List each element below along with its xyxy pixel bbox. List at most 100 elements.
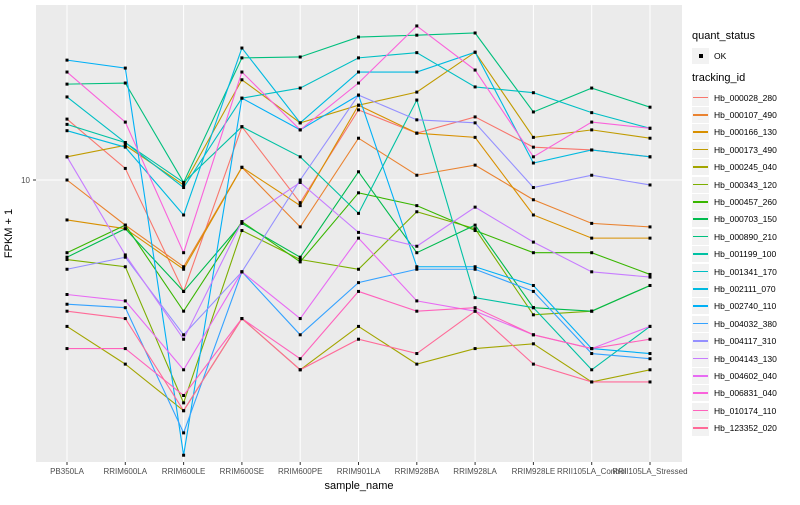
- legend-line-swatch: [692, 333, 709, 350]
- data-point: [531, 283, 535, 287]
- legend-item-Hb_001199_100: Hb_001199_100: [692, 246, 777, 263]
- legend-line-swatch: [692, 228, 709, 245]
- legend-line-swatch: [692, 420, 709, 437]
- legend-item-label: Hb_000245_040: [714, 162, 777, 173]
- legend-line-swatch: [692, 194, 709, 211]
- legend-item-label: Hb_000457_260: [714, 197, 777, 208]
- data-point: [473, 223, 477, 227]
- legend-line-swatch: [692, 315, 709, 332]
- data-point: [123, 265, 127, 269]
- data-point: [648, 337, 652, 341]
- legend-item-label: Hb_001199_100: [714, 249, 777, 260]
- data-point: [648, 236, 652, 240]
- data-point: [65, 258, 69, 262]
- legend-line-swatch: [692, 298, 709, 315]
- data-point: [531, 155, 535, 159]
- data-point: [473, 68, 477, 72]
- data-point: [298, 368, 302, 372]
- legend-item-Hb_004032_380: Hb_004032_380: [692, 315, 777, 332]
- data-point: [648, 105, 652, 109]
- data-point: [357, 70, 360, 74]
- data-point: [182, 180, 186, 184]
- legend-item-Hb_000245_040: Hb_000245_040: [692, 159, 777, 176]
- legend-item-Hb_010174_110: Hb_010174_110: [692, 402, 777, 419]
- data-point: [182, 401, 186, 405]
- legend-line-swatch: [692, 367, 709, 384]
- legend-item-Hb_123352_020: Hb_123352_020: [692, 419, 777, 437]
- legend-item-label: Hb_006831_040: [714, 388, 777, 399]
- data-point: [415, 309, 419, 313]
- data-point: [531, 240, 535, 244]
- legend-panel: quant_status OK tracking_id Hb_000028_28…: [688, 0, 800, 500]
- legend-item-label: Hb_000166_130: [714, 127, 777, 138]
- data-point: [357, 267, 360, 271]
- legend-group-tracking-id: tracking_id Hb_000028_280 Hb_000107_490 Hb…: [692, 72, 777, 437]
- data-point: [590, 111, 594, 115]
- data-point: [590, 173, 594, 177]
- legend-item-Hb_002111_070: Hb_002111_070: [692, 280, 777, 297]
- data-point: [415, 299, 419, 303]
- data-point: [473, 163, 477, 167]
- data-point: [648, 136, 652, 140]
- legend-line-swatch: [692, 141, 709, 158]
- legend-line-swatch: [692, 402, 709, 419]
- data-point: [415, 98, 419, 102]
- data-point: [182, 267, 186, 271]
- data-point: [357, 35, 360, 39]
- legend-item-Hb_006831_040: Hb_006831_040: [692, 385, 777, 402]
- data-point: [182, 289, 186, 293]
- data-point: [473, 121, 477, 125]
- data-point: [298, 121, 302, 125]
- data-point: [182, 409, 186, 413]
- data-point: [357, 289, 360, 293]
- data-point: [590, 120, 594, 124]
- data-point: [240, 78, 244, 82]
- data-point: [531, 213, 535, 217]
- data-point: [531, 145, 535, 149]
- data-point: [590, 236, 594, 240]
- legend-item-label: Hb_010174_110: [714, 405, 777, 416]
- legend-line-swatch: [692, 246, 709, 263]
- data-point: [648, 380, 652, 384]
- data-point: [65, 122, 69, 126]
- data-point: [65, 251, 69, 255]
- data-point: [531, 91, 535, 95]
- data-point: [415, 118, 419, 122]
- data-point: [123, 141, 127, 145]
- data-point: [65, 267, 69, 271]
- data-point: [531, 342, 535, 346]
- data-point: [65, 155, 69, 159]
- data-point: [182, 337, 186, 341]
- data-point: [648, 357, 652, 361]
- data-point: [240, 165, 244, 169]
- x-tick-label: RRII105LA_Stressed: [612, 467, 687, 476]
- data-point: [65, 129, 69, 133]
- legend-item-label: Hb_004117_310: [714, 336, 777, 347]
- data-point: [240, 96, 244, 100]
- legend-line-swatch: [692, 385, 709, 402]
- data-point: [182, 453, 186, 457]
- legend-item-Hb_000343_120: Hb_000343_120: [692, 176, 777, 193]
- legend-item-label: Hb_000028_280: [714, 92, 777, 103]
- data-point: [298, 258, 302, 262]
- data-point: [240, 317, 244, 321]
- data-point: [182, 333, 186, 337]
- legend-item-label: Hb_004143_130: [714, 353, 777, 364]
- legend-item-label: Hb_000703_150: [714, 214, 777, 225]
- legend-item-label: Hb_004602_040: [714, 370, 777, 381]
- data-point: [240, 221, 244, 225]
- data-point: [298, 55, 302, 59]
- data-point: [240, 270, 244, 274]
- x-tick-label: RRIM928LE: [512, 467, 556, 476]
- data-point: [357, 191, 360, 195]
- data-point: [415, 352, 419, 356]
- data-point: [415, 70, 419, 74]
- legend-item-Hb_000173_490: Hb_000173_490: [692, 141, 777, 158]
- data-point: [415, 131, 419, 135]
- data-point: [531, 161, 535, 165]
- legend-item-label: Hb_000343_120: [714, 179, 777, 190]
- data-point: [65, 347, 69, 351]
- y-axis-title: FPKM + 1: [3, 209, 15, 258]
- x-tick-label: RRIM928BA: [395, 467, 440, 476]
